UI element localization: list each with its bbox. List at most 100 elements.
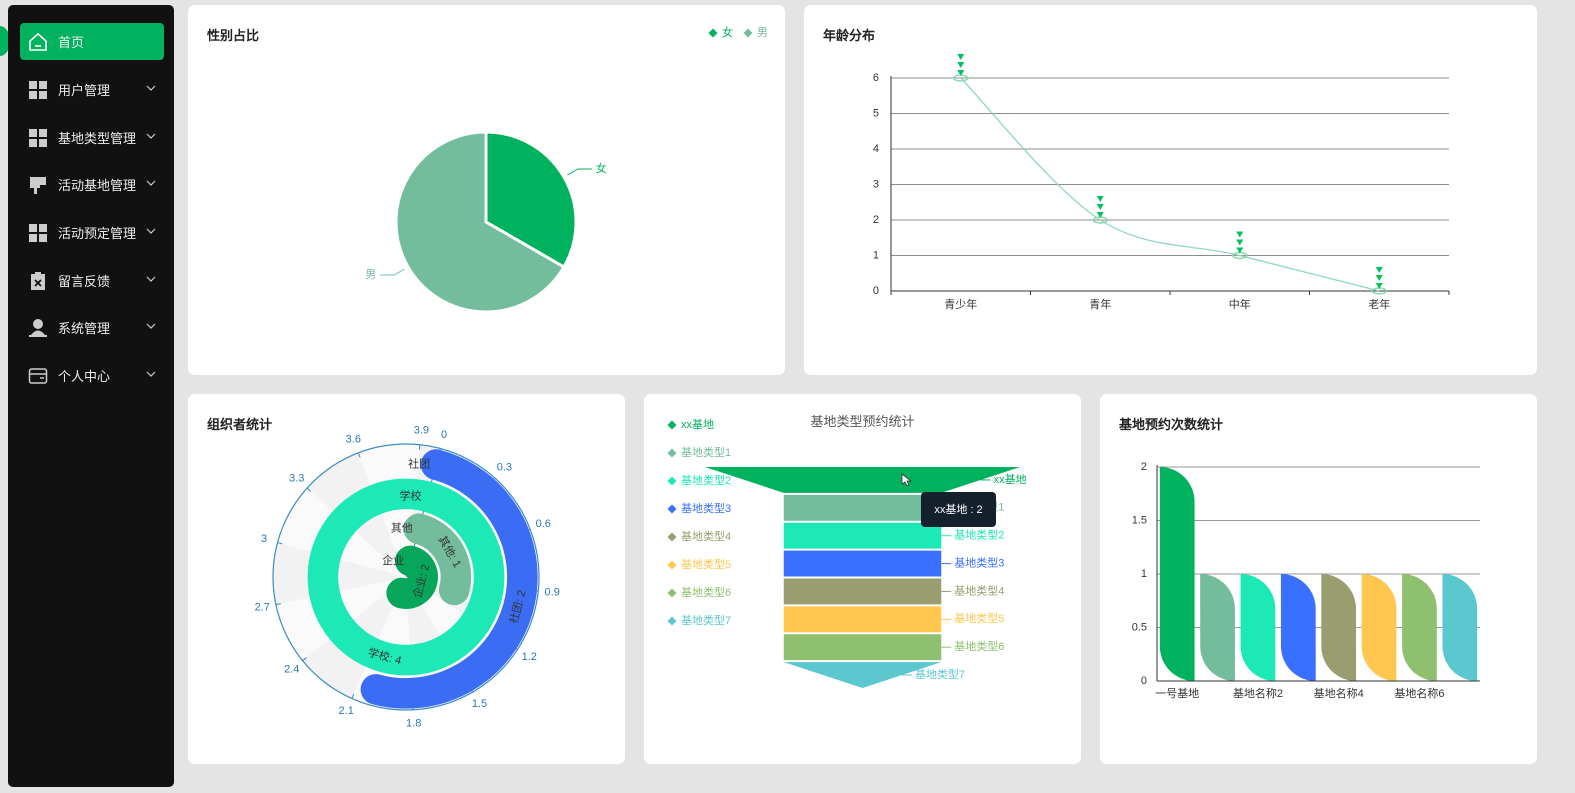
y-tick-label: 1 [1141,568,1147,580]
slice-label: 男 [365,269,376,281]
x-tick-label: 基地名称2 [1233,686,1283,700]
y-tick-label: 0.5 [1132,621,1147,633]
icon [31,271,45,290]
chart: xx基地基地类型1基地类型2基地类型3基地类型4基地类型5基地类型6基地类型7x… [667,418,1027,688]
angle-tick [277,542,283,545]
menu-label: 基地类型管理 [58,131,137,146]
chart: 0 0.5 1 1.5 2 一号基地 基地名称2 基地名称4 基地名称6 [1132,461,1480,700]
chart-title: 基地类型预约统计 [810,414,915,429]
tooltip-text: xx基地 : 2 [934,503,982,516]
angle-axis [272,443,540,711]
legend-symbol [667,616,677,626]
segment-label: xx基地 [994,473,1027,486]
chart-title: 组织者统计 [207,417,273,432]
line-panel: 0 1 2 3 4 5 6 青少年 青年 中年 老年 年龄分布 [804,5,1537,375]
polar-bar [403,513,472,606]
chart-title: 性别占比 [207,28,260,43]
legend-label: 基地类型4 [681,529,731,543]
icon [30,176,46,194]
angle-tick-label: 3 [261,533,267,545]
funnel-segment [783,662,942,688]
angle-tick [306,487,312,492]
legend-label: 男 [757,27,768,39]
angle-tick-label: 1.8 [406,718,421,730]
legend-symbol [667,588,677,598]
menu-label: 首页 [58,35,85,50]
icon [28,367,48,384]
funnel-segment [783,494,942,521]
bar [1442,574,1478,681]
angle-tick-label: 2.4 [284,663,299,675]
x-tick-label: 中年 [1229,297,1251,311]
legend-label: 基地类型2 [681,473,731,487]
menu-item[interactable]: 首页 [20,23,164,60]
y-tick-label: 6 [873,72,879,84]
chevron [146,228,156,234]
chevron [146,276,156,282]
tooltip-box [921,492,996,527]
y-tick-label: 2 [1141,461,1147,473]
funnel-segment [783,578,942,605]
bar-panel: 0 0.5 1 1.5 2 一号基地 基地名称2 基地名称4 基地名称6 基地预约次数统计 [1100,394,1537,764]
angle-tick-label: 0.9 [545,586,560,598]
x-tick-label: 基地名称4 [1314,686,1364,700]
menu-item[interactable]: 用户管理 [20,71,164,108]
segment-label: 基地类型7 [915,667,965,681]
legend-symbol [743,28,753,38]
angle-tick-label: 3.6 [346,434,361,446]
bar [1361,574,1397,681]
y-tick-label: 3 [873,178,879,190]
chevron [146,371,156,377]
y-tick-label: 1 [873,249,879,261]
segment-label: 基地类型6 [954,639,1004,653]
menu-item[interactable]: 活动基地管理 [20,166,164,203]
legend-symbol [667,448,677,458]
x-tick-label: 青年 [1089,297,1111,311]
edge-dot [0,26,10,56]
funnel-panel: xx基地 基地类型1 基地类型2 基地类型3 基地类型4 基地类型5 基地类型6 基地类型7 x… [644,394,1081,764]
icon [29,32,47,51]
segment-label: 基地类型3 [954,555,1004,569]
angle-tick [357,452,361,458]
marker-arrow [957,70,965,76]
radius-tick-label: 其他 [391,522,413,535]
funnel-segment [783,606,942,633]
angle-tick-label: 0 [441,429,447,441]
menu-item[interactable]: 活动预定管理 [20,214,164,251]
chevron [146,85,156,91]
angle-tick [351,693,355,699]
bar [1240,574,1276,681]
legend-label: 女 [722,25,733,39]
polar-bar [307,478,505,676]
pie-slice [484,130,578,270]
chevron [146,133,156,139]
menu-label: 留言反馈 [58,274,111,289]
legend-symbol [667,532,677,542]
line [960,77,1380,292]
menu-item[interactable]: 系统管理 [20,309,164,346]
chart: 0 0.3 0.6 0.9 1.2 1.5 1.8 2.1 2.4 2.7 3 3.3 3.6 3.9 企业… [255,425,560,730]
bar [1402,574,1437,681]
bar [1321,574,1357,681]
y-tick-label: 4 [873,143,879,155]
split-area [273,542,406,605]
x-tick-label: 基地名称6 [1394,686,1444,700]
radius-tick-label: 学校 [400,489,422,503]
marker-arrow [1096,212,1104,218]
menu-item[interactable]: 基地类型管理 [20,119,164,156]
menu-item[interactable]: 留言反馈 [20,262,164,299]
legend-symbol [667,560,677,570]
polar-bar [360,449,538,709]
leader-line [567,168,592,176]
pie-slice [394,130,566,314]
pie-panel: 女男男女 性别占比 [188,5,785,375]
angle-tick [418,444,421,450]
y-tick-label: 0 [1141,675,1147,687]
chevron [146,180,156,186]
marker-arrow [957,62,965,68]
legend-label: 基地类型1 [681,445,731,459]
chart: 0 1 2 3 4 5 6 青少年 青年 中年 老年 [873,54,1450,311]
menu-item[interactable]: 个人中心 [20,357,164,394]
